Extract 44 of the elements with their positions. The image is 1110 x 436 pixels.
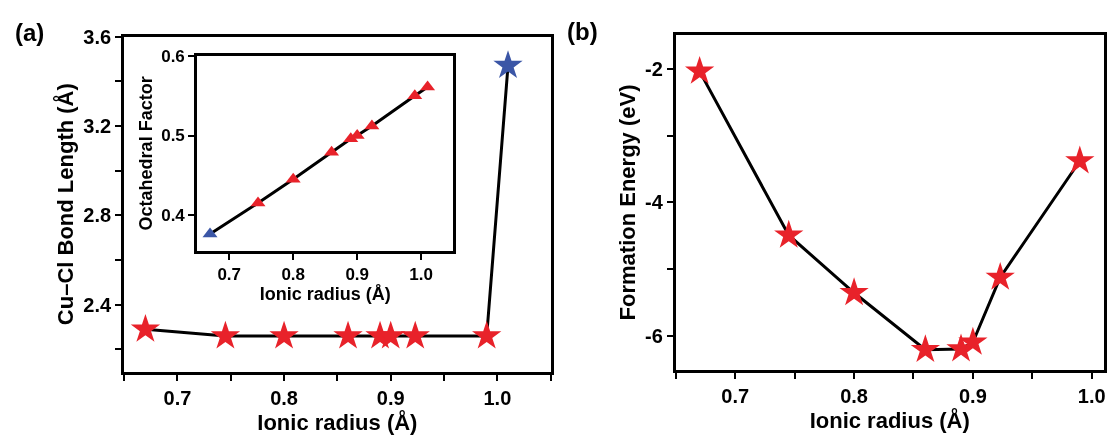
x-tick-label: 0.8 bbox=[840, 384, 868, 407]
y-axis-title: Cu–Cl Bond Length (Å) bbox=[52, 83, 79, 326]
chart-title: (a) bbox=[15, 19, 45, 46]
x-tick-label: 0.8 bbox=[270, 386, 298, 409]
point bbox=[910, 334, 941, 363]
x-tick-label: 0.8 bbox=[281, 265, 306, 285]
y-tick-label: 2.4 bbox=[83, 293, 112, 316]
point bbox=[1065, 145, 1095, 174]
y-tick-label: -4 bbox=[645, 191, 664, 214]
point bbox=[130, 313, 161, 342]
x-tick-label: 0.7 bbox=[163, 386, 192, 409]
x-tick-label: 1.0 bbox=[1077, 384, 1106, 407]
y-axis-title: Formation Energy (eV) bbox=[614, 84, 640, 321]
point bbox=[210, 320, 241, 349]
x-axis-title: Ionic radius (Å) bbox=[257, 408, 418, 435]
y-tick-label: 2.8 bbox=[83, 204, 112, 227]
point bbox=[493, 50, 523, 79]
y-tick-label: 0.5 bbox=[161, 126, 185, 146]
x-tick-label: 0.9 bbox=[345, 265, 370, 285]
y-tick-label: 0.4 bbox=[161, 205, 186, 225]
point bbox=[684, 55, 715, 84]
x-axis-title: Ionic radius (Å) bbox=[809, 406, 970, 433]
y-tick-label: -2 bbox=[645, 57, 663, 80]
x-tick-label: 0.9 bbox=[376, 386, 405, 409]
x-tick-label: 0.7 bbox=[217, 265, 242, 285]
chart-title: (b) bbox=[567, 18, 598, 45]
point bbox=[400, 320, 430, 349]
point bbox=[472, 320, 502, 349]
y-axis-title: Octahedral Factor bbox=[136, 76, 157, 231]
point bbox=[985, 261, 1015, 290]
point bbox=[774, 219, 804, 248]
y-tick-label: 0.6 bbox=[161, 47, 185, 66]
x-axis-title: Ionic radius (Å) bbox=[259, 284, 391, 305]
y-tick-label: 3.2 bbox=[83, 114, 112, 137]
x-tick-label: 1.0 bbox=[483, 386, 512, 409]
point bbox=[958, 326, 988, 355]
y-tick-label: 3.6 bbox=[83, 25, 112, 48]
x-tick-label: 1.0 bbox=[409, 265, 433, 285]
point bbox=[333, 320, 363, 349]
point bbox=[269, 320, 299, 349]
y-tick-label: -6 bbox=[645, 325, 663, 348]
x-tick-label: 0.9 bbox=[958, 384, 987, 407]
x-tick-label: 0.7 bbox=[721, 384, 750, 407]
point bbox=[839, 277, 869, 306]
